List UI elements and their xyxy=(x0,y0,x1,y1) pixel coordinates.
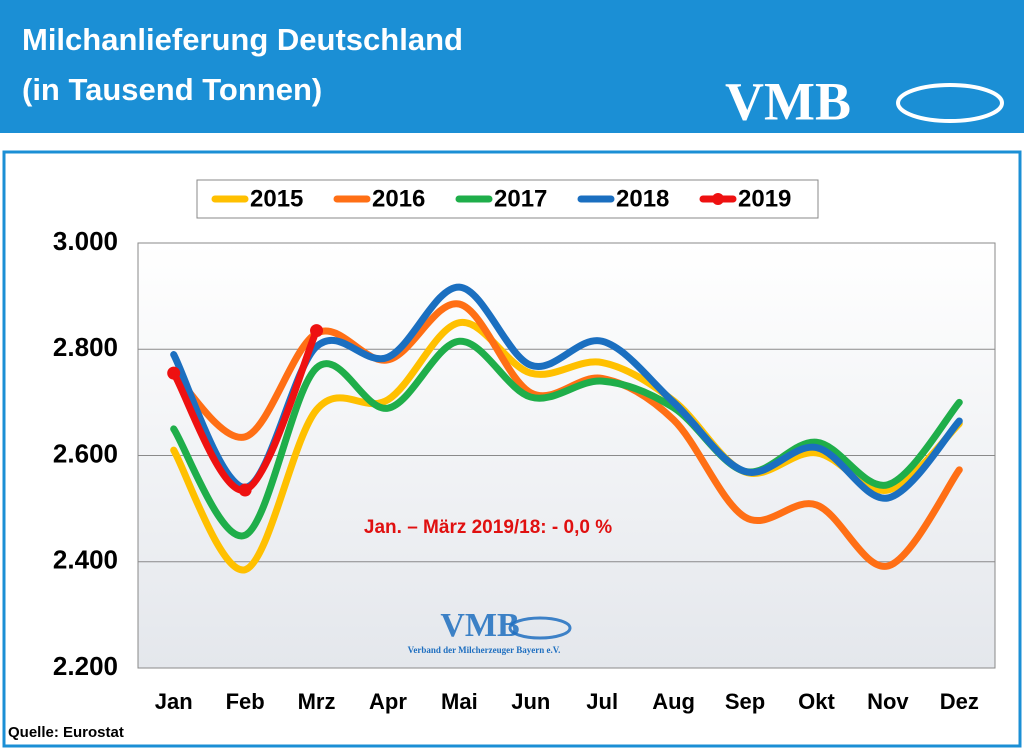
header xyxy=(0,0,1024,133)
chart-title: Milchanlieferung Deutschland xyxy=(22,22,463,57)
legend-entries: 2015 2016 2017 2018 2019 xyxy=(211,185,791,212)
legend-label: 2016 xyxy=(372,185,425,212)
panel-border xyxy=(2,150,1022,748)
x-tick-label: Jan xyxy=(155,689,193,714)
y-tick-label: 2.400 xyxy=(53,545,118,575)
legend-label: 2015 xyxy=(250,185,303,212)
x-tick-label: Dez xyxy=(940,689,979,714)
series-line xyxy=(170,337,963,540)
x-tick-label: Aug xyxy=(652,689,695,714)
series-line xyxy=(170,319,963,574)
x-tick-label: Mrz xyxy=(298,689,336,714)
legend-label: 2019 xyxy=(738,185,791,212)
series-marker xyxy=(167,366,181,380)
source: Quelle: Eurostat xyxy=(8,724,124,741)
y-tick-label: 2.800 xyxy=(53,332,118,362)
x-tick-label: Jul xyxy=(586,689,618,714)
y-tick-label: 3.000 xyxy=(53,226,118,256)
series-marker xyxy=(238,483,252,497)
watermark: VMB xyxy=(440,607,519,644)
x-tick-label: Okt xyxy=(798,689,835,714)
logo: VMB xyxy=(725,71,851,131)
x-tick-label: Feb xyxy=(226,689,265,714)
legend-marker xyxy=(712,193,724,205)
x-tick-label: Apr xyxy=(369,689,407,714)
watermark-icon xyxy=(508,616,572,640)
logo-icon xyxy=(896,83,1004,123)
lines xyxy=(167,283,963,574)
chart-subtitle: (in Tausend Tonnen) xyxy=(22,72,322,107)
x-tick-label: Mai xyxy=(441,689,478,714)
x-tick-label: Sep xyxy=(725,689,765,714)
x-tick-label: Nov xyxy=(867,689,909,714)
annotation: Jan. – März 2019/18: - 0,0 % xyxy=(364,517,612,538)
legend-label: 2017 xyxy=(494,185,547,212)
series-marker xyxy=(310,324,324,338)
x-tick-label: Jun xyxy=(511,689,550,714)
y-tick-label: 2.600 xyxy=(53,438,118,468)
watermark-caption: Verband der Milcherzeuger Bayern e.V. xyxy=(408,645,561,655)
grid: 2.200 2.400 2.600 2.800 3.000 Jan Feb Mrz Apr Mai… xyxy=(53,226,995,714)
y-tick-label: 2.200 xyxy=(53,651,118,681)
legend-label: 2018 xyxy=(616,185,669,212)
